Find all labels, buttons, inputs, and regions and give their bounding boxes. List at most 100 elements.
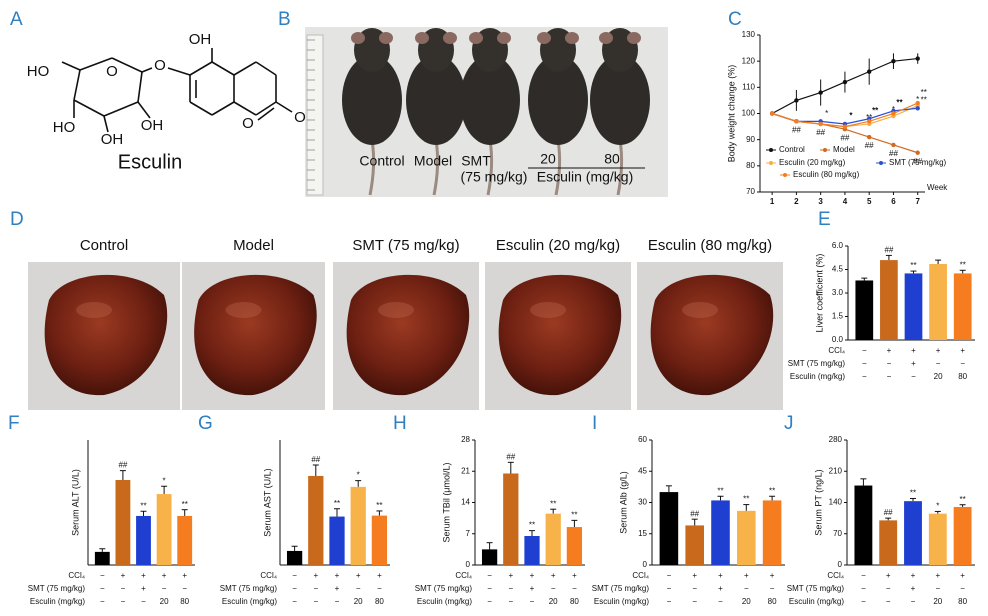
bar	[308, 475, 324, 565]
significance: ##	[884, 508, 893, 517]
significance: **	[550, 499, 556, 508]
x-tick-label: 1	[770, 197, 775, 206]
mouse-ear	[415, 32, 429, 44]
treatment-cell: −	[292, 597, 297, 606]
treatment-label: CCl₄	[260, 571, 277, 580]
treatment-cell: +	[911, 359, 916, 368]
significance: **	[921, 95, 927, 104]
significance: **	[910, 261, 916, 270]
bar	[94, 551, 110, 565]
treatment-cell: +	[356, 571, 361, 580]
treatment-cell: −	[667, 571, 672, 580]
treatment-cell: +	[770, 571, 775, 580]
treatment-cell: +	[911, 571, 916, 580]
treatment-cell: 80	[958, 372, 967, 381]
treatment-cell: −	[936, 359, 941, 368]
y-tick-label: 80	[746, 161, 755, 170]
significance: ##	[506, 452, 515, 461]
treatment-cell: +	[508, 571, 513, 580]
panel-label: H	[393, 413, 407, 434]
bar	[566, 527, 583, 565]
significance: *	[849, 112, 852, 121]
bar	[953, 506, 972, 565]
treatment-label: SMT (75 mg/kg)	[788, 359, 846, 368]
data-point	[818, 121, 823, 127]
bond	[137, 71, 143, 103]
significance: *	[916, 95, 919, 104]
y-tick-label: 28	[461, 435, 470, 444]
bond	[137, 101, 151, 119]
bar	[711, 500, 730, 565]
treatment-label: Esculin (mg/kg)	[222, 597, 277, 606]
liver-highlight	[682, 302, 718, 318]
atom-label: O	[242, 115, 254, 132]
treatment-cell: −	[551, 584, 556, 593]
bond	[103, 115, 109, 133]
treatment-cell: +	[911, 346, 916, 355]
photo-caption: SMT (75 mg/kg)	[352, 237, 459, 254]
legend-marker	[823, 148, 827, 152]
treatment-cell: −	[377, 584, 382, 593]
bar	[136, 515, 151, 565]
data-point	[842, 124, 848, 129]
y-tick-label: 130	[742, 30, 756, 39]
legend-label: SMT (75 mg/kg)	[889, 158, 947, 167]
treatment-cell: −	[692, 584, 697, 593]
treatment-cell: −	[313, 584, 318, 593]
treatment-cell: +	[335, 571, 340, 580]
photo-caption: Esculin (80 mg/kg)	[648, 237, 772, 254]
y-axis-label: Serum AST (U/L)	[262, 468, 272, 536]
treatment-cell: 20	[354, 597, 363, 606]
bond	[257, 107, 275, 121]
y-tick-label: 100	[742, 109, 756, 118]
significance: **	[717, 486, 723, 495]
atom-label: HO	[27, 63, 50, 80]
legend-label: Control	[779, 145, 805, 154]
significance: *	[163, 476, 166, 485]
bond	[73, 99, 105, 117]
treatment-cell: −	[861, 584, 866, 593]
treatment-cell: −	[862, 359, 867, 368]
treatment-label: SMT (75 mg/kg)	[415, 584, 473, 593]
legend-marker	[783, 173, 787, 177]
x-tick-label: 7	[915, 197, 920, 206]
treatment-cell: −	[487, 597, 492, 606]
bar	[854, 485, 873, 565]
panel-label: I	[592, 413, 597, 434]
significance: ##	[865, 141, 874, 150]
x-tick-label: 4	[843, 197, 848, 206]
bond	[103, 101, 139, 117]
series-line	[771, 107, 918, 125]
y-tick-label: 4.5	[832, 265, 844, 274]
data-point	[866, 134, 872, 140]
treatment-cell: −	[862, 372, 867, 381]
bond	[255, 101, 277, 116]
significance: ##	[913, 157, 922, 166]
legend-marker	[769, 161, 773, 165]
data-point	[891, 142, 896, 148]
data-point	[818, 90, 823, 95]
bar	[855, 280, 874, 340]
treatment-cell: 20	[549, 597, 558, 606]
bond	[141, 67, 153, 73]
y-tick-label: 45	[638, 466, 647, 475]
significance: **	[872, 106, 878, 115]
bond	[275, 101, 293, 113]
legend-label: Model	[833, 145, 855, 154]
mouse-ear	[497, 32, 511, 44]
bond	[255, 61, 277, 76]
significance: **	[921, 88, 927, 97]
data-point	[794, 119, 799, 124]
treatment-cell: +	[121, 571, 126, 580]
group-label: 20	[540, 151, 556, 167]
atom-label: OH	[101, 131, 124, 148]
data-point	[915, 100, 920, 106]
y-tick-label: 110	[742, 82, 755, 91]
treatment-cell: +	[887, 346, 892, 355]
treatment-cell: −	[718, 597, 723, 606]
significance: *	[357, 471, 360, 480]
liver-highlight	[225, 302, 262, 318]
bond	[233, 61, 257, 76]
treatment-cell: −	[861, 597, 866, 606]
